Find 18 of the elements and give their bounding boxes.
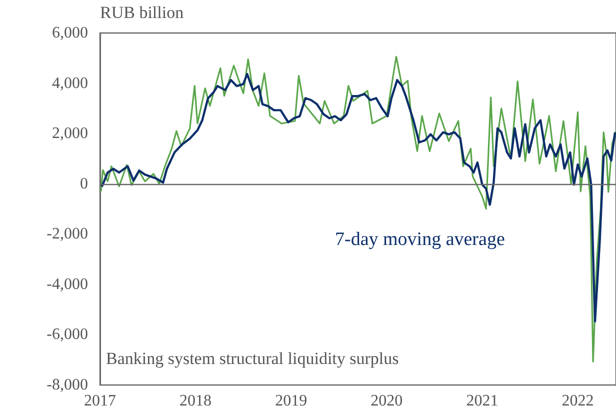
x-tick-label: 2022: [562, 392, 594, 410]
y-tick-label: 4,000: [52, 74, 88, 92]
y-tick-label: 6,000: [52, 24, 88, 42]
y-tick-label: 0: [80, 175, 88, 192]
x-tick-label: 2019: [275, 392, 308, 410]
x-tick-label: 2017: [84, 392, 116, 410]
y-tick-label: -6,000: [46, 326, 88, 344]
series-label: 7-day moving average: [335, 229, 505, 250]
text: Banking system structural liquidity surplus: [106, 349, 399, 368]
line-series: [100, 72, 616, 322]
y-tick-label: -4,000: [46, 276, 88, 293]
y-tick-label: 2,000: [52, 125, 88, 142]
x-tick-label: 2018: [180, 392, 212, 410]
y-axis-title: RUB billion: [100, 3, 184, 22]
y-tick-label: -2,000: [46, 226, 88, 243]
x-tick-label: 2020: [370, 392, 403, 410]
x-tick-label: 2021: [466, 392, 498, 410]
y-tick-label: -8,000: [46, 376, 88, 394]
